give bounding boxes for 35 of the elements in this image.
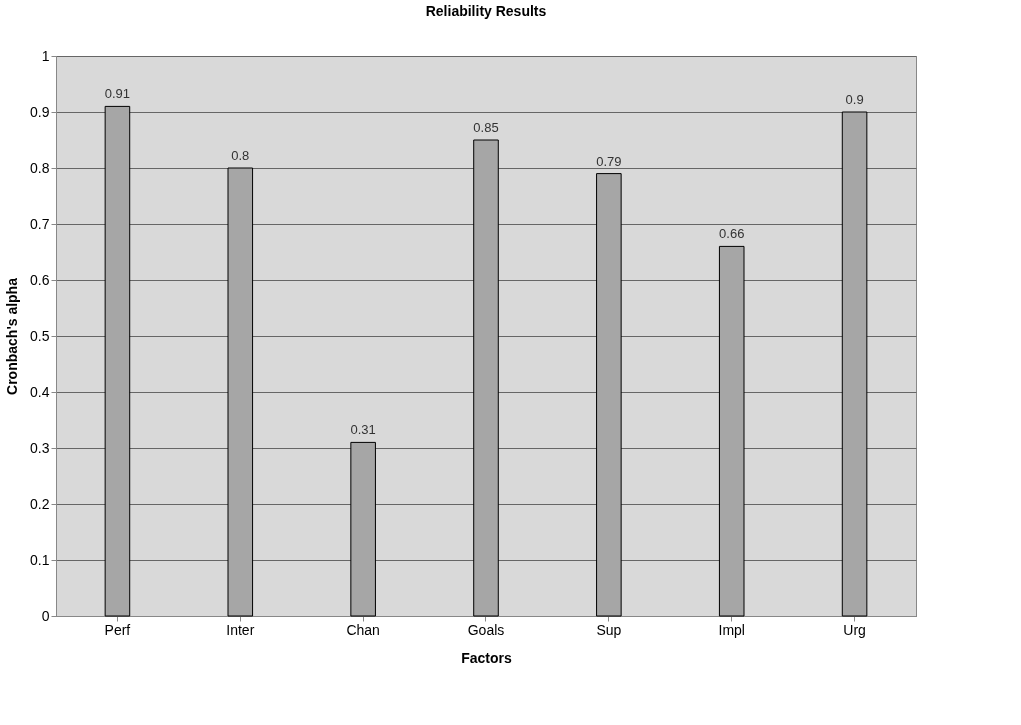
x-tick-label: Inter (226, 621, 255, 638)
y-tick-label: 0.9 (30, 103, 50, 120)
data-label: 0.31 (350, 422, 376, 438)
data-label: 0.85 (473, 120, 499, 135)
y-tick-label: 0.7 (30, 215, 50, 232)
y-tick-label: 0.1 (30, 551, 50, 568)
y-axis-title: Cronbach's alpha (4, 277, 21, 395)
bar (718, 245, 745, 617)
bar (841, 111, 868, 617)
y-tick-label: 1 (41, 47, 50, 64)
x-axis-title: Factors (461, 649, 512, 666)
y-tick-label: 0.8 (30, 159, 50, 176)
x-tick-label: Chan (346, 621, 380, 638)
y-tick-label: 0.6 (30, 271, 50, 288)
y-tick-label: 0.5 (30, 327, 50, 344)
chart-title: Reliability Results (425, 3, 547, 19)
y-tick-label: 0.3 (30, 439, 50, 456)
bar (350, 441, 376, 617)
data-label: 0.79 (596, 153, 622, 169)
x-tick-label: Sup (596, 621, 622, 638)
bar (473, 139, 499, 617)
bar (104, 105, 131, 617)
bar (227, 167, 254, 617)
y-tick-label: 0 (41, 607, 50, 624)
bar (596, 173, 622, 617)
data-label: 0.8 (231, 148, 250, 163)
x-tick-label: Urg (843, 621, 866, 638)
data-label: 0.9 (845, 92, 864, 107)
x-tick-label: Perf (104, 621, 131, 638)
y-tick-label: 0.4 (30, 383, 50, 400)
data-label: 0.91 (104, 86, 131, 102)
x-tick-label: Goals (467, 621, 505, 638)
x-tick-label: Impl (718, 621, 745, 638)
data-label: 0.66 (719, 226, 745, 242)
y-tick-label: 0.2 (30, 495, 50, 512)
